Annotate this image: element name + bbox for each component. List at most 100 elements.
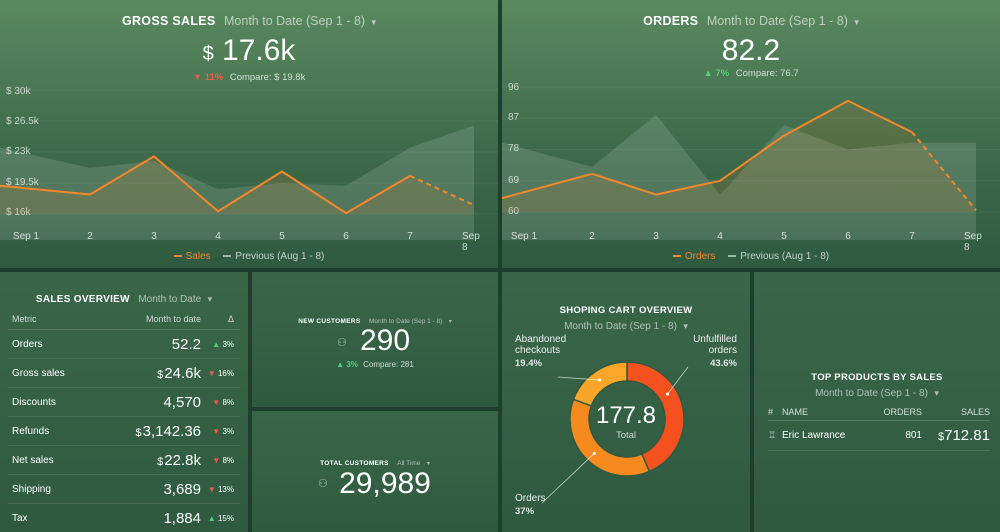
top-products-table: # NAME ORDERS SALES ♖ Eric Lawrance 801 $71… <box>768 403 990 451</box>
arrow-down-icon: ▼ <box>212 455 221 465</box>
arrow-up-icon: ▲ <box>212 339 221 349</box>
current-series-line <box>501 99 913 200</box>
gross-sales-period-select[interactable]: Month to Date (Sep 1 - 8) <box>224 14 366 28</box>
table-row: Shipping 3,689 ▼ 13% <box>8 475 240 504</box>
current-series-area <box>502 100 976 212</box>
metric-value: 4,570 <box>163 393 201 411</box>
metric-value: $22.8k <box>157 451 201 469</box>
leader-abandoned <box>557 376 600 381</box>
table-row: Refunds $3,142.36 ▼ 3% <box>8 417 240 446</box>
x-tick: Sep 8 <box>462 231 480 253</box>
metric-name: Orders <box>12 338 43 350</box>
previous-series-area <box>502 114 976 240</box>
new-customers-title: NEW CUSTOMERS <box>298 318 361 325</box>
new-customers-delta: 3% <box>346 360 358 369</box>
chevron-down-icon[interactable]: ▾ <box>854 17 859 27</box>
sales-overview-period-select[interactable]: Month to Date <box>138 294 202 305</box>
chevron-down-icon[interactable]: ▾ <box>426 461 430 467</box>
metric-value: 52.2 <box>171 335 201 353</box>
leader-orders-dot <box>592 451 596 455</box>
legend-previous[interactable]: Previous (Aug 1 - 8) <box>235 251 325 262</box>
shopping-cart-panel: SHOPING CART OVERVIEW Month to Date (Sep… <box>502 272 750 532</box>
x-tick: 7 <box>909 231 915 242</box>
metric-value: 3,689 <box>163 480 201 498</box>
table-header: # NAME ORDERS SALES <box>768 403 990 421</box>
legend-orders[interactable]: Orders <box>684 251 716 262</box>
x-tick: 4 <box>215 231 221 242</box>
metric-name: Gross sales <box>12 367 65 379</box>
metric-value: $3,142.36 <box>135 422 201 440</box>
y-tick: 96 <box>508 82 520 93</box>
legend-previous[interactable]: Previous (Aug 1 - 8) <box>740 251 830 262</box>
metric-delta: ▼ 8% <box>212 397 234 407</box>
product-name: Eric Lawrance <box>782 430 846 441</box>
orders-panel: ORDERS Month to Date (Sep 1 - 8) ▾ 82.2 … <box>501 0 1000 268</box>
gross-sales-compare: ▼ 11% Compare: $ 19.8k <box>192 72 306 83</box>
x-tick: 2 <box>87 231 93 242</box>
metric-delta: ▲ 15% <box>207 513 234 523</box>
chevron-down-icon[interactable]: ▾ <box>207 294 213 304</box>
arrow-down-icon: ▼ <box>212 426 221 436</box>
legend-sales[interactable]: Sales <box>185 251 211 262</box>
orders-chart <box>501 86 1000 240</box>
legend-swatch <box>223 255 232 258</box>
donut-center-value: 177.8 <box>595 402 657 429</box>
sales-overview-panel: SALES OVERVIEW Month to Date ▾ Metric Mo… <box>0 272 248 532</box>
table-row: Net sales $22.8k ▼ 8% <box>8 446 240 475</box>
donut-slice-abandoned <box>572 361 628 407</box>
sales-overview-table: Metric Month to date Δ Orders 52.2 ▲ 3% Gro… <box>8 308 240 532</box>
metric-delta: ▼ 13% <box>207 484 234 494</box>
table-header: Metric Month to date Δ <box>8 308 240 330</box>
x-tick: Sep 1 <box>12 231 40 242</box>
metric-name: Tax <box>12 512 28 524</box>
chevron-down-icon[interactable]: ▾ <box>371 17 377 27</box>
orders-label: Orders 37% <box>515 493 546 517</box>
new-customers-period-select[interactable]: Month to Date (Sep 1 - 8) <box>368 318 443 325</box>
leader-abandoned-dot <box>598 378 602 382</box>
x-tick: 3 <box>151 231 157 242</box>
arrow-down-icon: ▼ <box>207 368 216 378</box>
metric-value: 1,884 <box>163 509 201 527</box>
metric-delta: ▼ 3% <box>212 426 234 436</box>
x-tick: Sep 1 <box>510 231 538 242</box>
chevron-down-icon[interactable]: ▾ <box>934 388 939 398</box>
total-customers-period-select[interactable]: All Time <box>397 460 421 467</box>
gross-sales-title: GROSS SALES <box>121 14 216 28</box>
top-products-title: TOP PRODUCTS BY SALES <box>811 372 943 383</box>
arrow-up-icon: ▲ <box>207 513 216 523</box>
orders-legend: Orders Previous (Aug 1 - 8) <box>502 251 1000 262</box>
table-row[interactable]: ♖ Eric Lawrance 801 $712.81 <box>768 421 990 451</box>
orders-compare: ▲ 7% Compare: 76.7 <box>703 68 799 79</box>
chevron-down-icon[interactable]: ▾ <box>448 319 452 325</box>
x-tick: 5 <box>279 231 285 242</box>
metric-delta: ▼ 8% <box>212 455 234 465</box>
x-tick: 7 <box>407 231 413 242</box>
chevron-down-icon[interactable]: ▾ <box>683 321 688 331</box>
current-series-projection <box>409 174 475 207</box>
metric-delta: ▲ 3% <box>212 339 234 349</box>
arrow-down-icon: ▼ <box>192 72 203 83</box>
total-customers-value: 29,989 <box>339 467 431 500</box>
legend-swatch <box>728 255 737 258</box>
y-tick: $ 30k <box>6 86 31 97</box>
new-customers-panel: NEW CUSTOMERS Month to Date (Sep 1 - 8) … <box>252 272 498 407</box>
user-icon: ⚇ <box>318 478 328 490</box>
table-row: Gross sales $24.6k ▼ 16% <box>8 359 240 388</box>
leader-orders <box>541 453 595 504</box>
top-products-period-select[interactable]: Month to Date (Sep 1 - 8) <box>815 388 928 399</box>
orders-period-select[interactable]: Month to Date (Sep 1 - 8) <box>706 14 848 28</box>
abandoned-checkouts-label: Abandoned checkouts 19.4% <box>515 334 567 369</box>
y-tick: 78 <box>508 143 519 154</box>
orders-value: 82.2 <box>721 34 781 67</box>
y-tick: 60 <box>508 206 519 217</box>
gross-sales-chart <box>0 89 498 240</box>
shopping-cart-donut <box>541 361 689 504</box>
shopping-cart-title: SHOPING CART OVERVIEW <box>559 305 693 316</box>
shopping-cart-period-select[interactable]: Month to Date (Sep 1 - 8) <box>564 321 677 332</box>
orders-title: ORDERS <box>643 14 699 28</box>
arrow-down-icon: ▼ <box>207 484 216 494</box>
user-icon: ⚇ <box>337 337 347 349</box>
x-tick: Sep 8 <box>964 231 982 253</box>
gross-sales-value: $ 17.6k <box>202 34 296 67</box>
product-sales: $712.81 <box>937 427 990 444</box>
